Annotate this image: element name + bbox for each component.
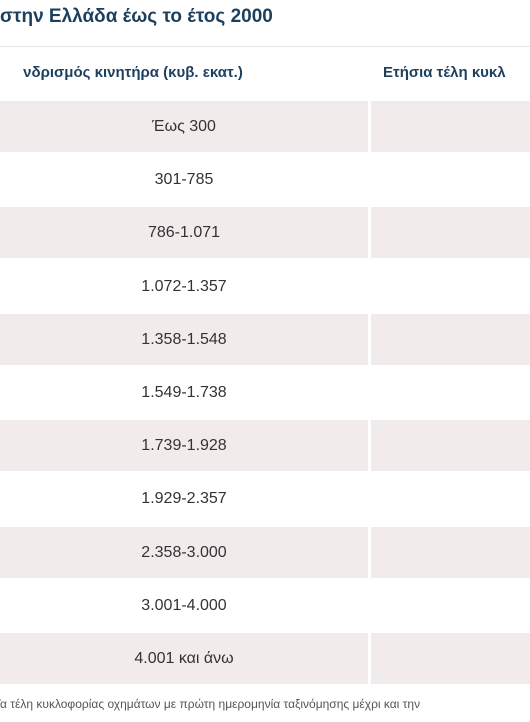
- separator: [0, 46, 530, 47]
- table-cell: [371, 207, 530, 259]
- table-cell: [371, 261, 530, 312]
- table-cell: 786-1.071: [0, 207, 368, 259]
- table-cell: 1.549-1.738: [141, 384, 227, 401]
- table-cell: Έως 300: [0, 101, 368, 152]
- table-cell: [371, 154, 530, 205]
- table-cell: [371, 367, 530, 418]
- table-cell: [371, 526, 530, 578]
- table-cell: 1.739-1.928: [0, 420, 368, 472]
- footnote: Τα τέλη κυκλοφορίας οχημάτων με πρώτη ημ…: [0, 697, 421, 711]
- table-cell: 3.001-4.000: [141, 596, 227, 614]
- table-cell: 1.929-2.357: [141, 490, 227, 508]
- table-cell: [371, 101, 530, 152]
- column-header: νδρισμός κινητήρα (κυβ. εκατ.): [23, 64, 243, 81]
- table-cell: 4.001 και άνω: [0, 633, 368, 684]
- table-title: στην Ελλάδα έως το έτος 2000: [0, 6, 273, 27]
- table-cell: 301-785: [154, 171, 214, 189]
- table-cell: [371, 580, 530, 631]
- table-cell: [371, 633, 530, 684]
- table-cell: [371, 420, 530, 472]
- column-header: Ετήσια τέλη κυκλ: [383, 64, 506, 81]
- table-cell: 1.072-1.357: [141, 277, 227, 295]
- table-cell: 1.358-1.548: [0, 313, 368, 365]
- table-cell: 2.358-3.000: [0, 526, 368, 578]
- table-cell: [371, 473, 530, 524]
- table-cell: [371, 313, 530, 365]
